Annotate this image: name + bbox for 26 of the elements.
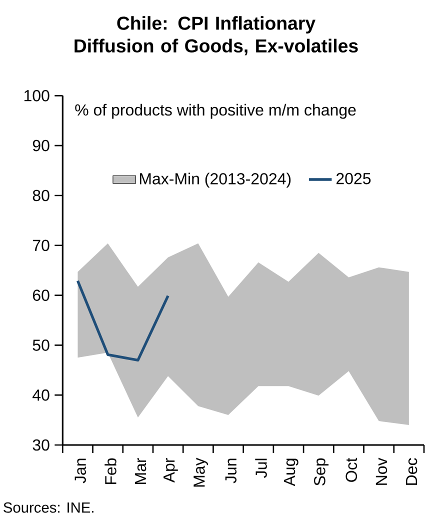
annotation: % of products with positive m/m change — [75, 104, 356, 119]
y-tick-label: 90 — [32, 140, 50, 152]
y-tick-label: 50 — [32, 340, 50, 351]
chart-title: Chile: CPI Inflationary Diffusion of Goods, Ex-volatiles — [74, 16, 358, 56]
y-tick-label: 70 — [32, 240, 50, 252]
x-tick-label: May — [194, 458, 208, 487]
x-tick-label: Mar — [135, 458, 146, 484]
x-tick-label: Dec — [406, 458, 418, 485]
x-tick-label: Oct — [346, 458, 358, 482]
x-tick-label: Feb — [104, 458, 116, 484]
line-series — [76, 279, 170, 362]
x-tick-label: Jul — [255, 458, 267, 478]
legend-label: Max-Min (2013-2024) — [140, 172, 291, 188]
x-tick-label: Apr — [164, 458, 178, 483]
y-tick-label: 60 — [32, 290, 50, 301]
y-tick-label: 100 — [24, 90, 50, 102]
y-tick-label: 30 — [32, 439, 50, 451]
x-tick-label: Jun — [225, 458, 237, 484]
x-tick-label: Aug — [284, 458, 298, 486]
source-note: Sources: INE. — [4, 502, 94, 513]
x-tick-label: Sep — [314, 458, 329, 486]
y-tick-label: 80 — [32, 190, 50, 202]
y-tick-label: 40 — [32, 389, 50, 401]
x-tick-label: Jan — [74, 458, 86, 484]
legend-label: 2025 — [336, 172, 371, 184]
x-tick-label: Nov — [376, 458, 388, 485]
